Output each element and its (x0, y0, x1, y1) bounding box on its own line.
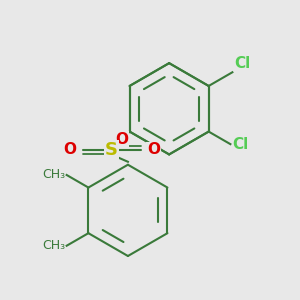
Text: Cl: Cl (232, 136, 248, 152)
Text: S: S (105, 141, 118, 159)
Text: O: O (116, 132, 129, 147)
Text: Cl: Cl (234, 56, 250, 71)
Text: O: O (147, 142, 160, 158)
Text: O: O (63, 142, 76, 158)
Text: CH₃: CH₃ (42, 239, 65, 252)
Text: CH₃: CH₃ (42, 169, 65, 182)
